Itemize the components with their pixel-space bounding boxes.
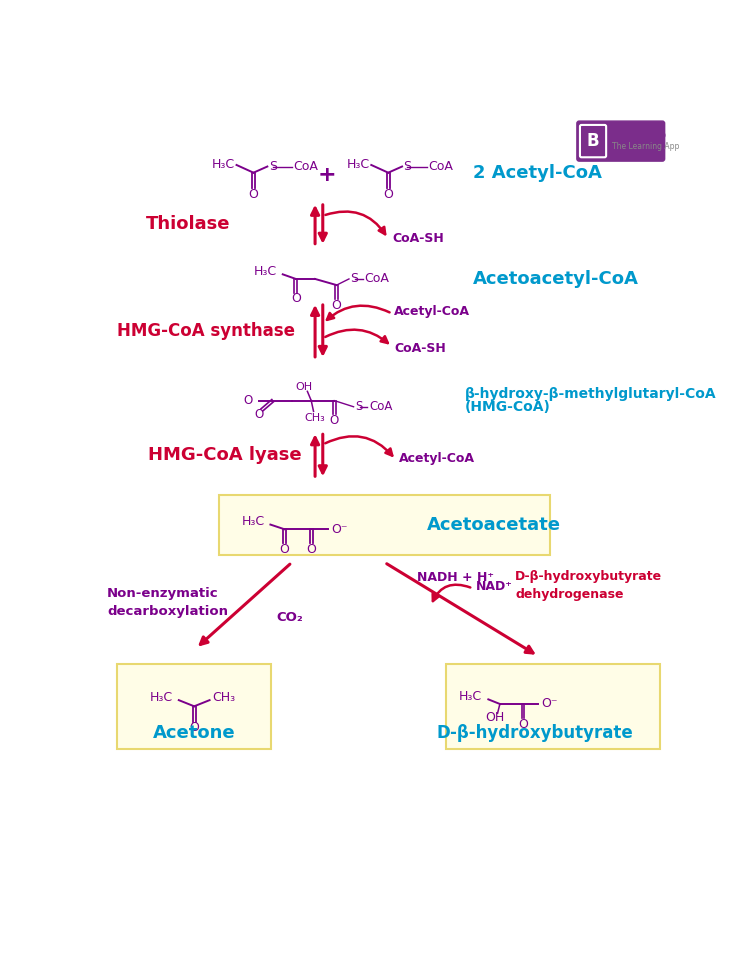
Text: H₃C: H₃C bbox=[254, 265, 277, 277]
Text: O: O bbox=[244, 394, 253, 407]
Text: O: O bbox=[332, 299, 341, 312]
Text: S: S bbox=[350, 273, 358, 285]
Text: O⁻: O⁻ bbox=[332, 523, 348, 535]
Text: B: B bbox=[586, 132, 599, 150]
Text: CoA: CoA bbox=[428, 160, 453, 173]
Text: CO₂: CO₂ bbox=[277, 612, 303, 624]
Text: NAD⁺: NAD⁺ bbox=[476, 580, 513, 593]
Text: S: S bbox=[404, 160, 412, 173]
Text: CoA-SH: CoA-SH bbox=[392, 232, 444, 244]
Text: CoA: CoA bbox=[364, 273, 389, 285]
Text: O: O bbox=[254, 408, 263, 421]
Text: Thiolase: Thiolase bbox=[146, 215, 230, 234]
Text: O: O bbox=[291, 292, 301, 306]
Text: HMG-CoA synthase: HMG-CoA synthase bbox=[117, 321, 296, 340]
Text: H₃C: H₃C bbox=[242, 515, 265, 528]
Text: CH₃: CH₃ bbox=[213, 691, 236, 703]
Text: CoA: CoA bbox=[293, 160, 319, 173]
Text: O: O bbox=[518, 717, 528, 731]
Text: D-β-hydroxybutyrate
dehydrogenase: D-β-hydroxybutyrate dehydrogenase bbox=[515, 570, 662, 601]
Text: 2 Acetyl-CoA: 2 Acetyl-CoA bbox=[473, 164, 602, 182]
Text: D-β-hydroxybutyrate: D-β-hydroxybutyrate bbox=[436, 724, 633, 743]
Text: β-hydroxy-β-methylglutaryl-CoA: β-hydroxy-β-methylglutaryl-CoA bbox=[465, 388, 717, 402]
Text: Acetyl-CoA: Acetyl-CoA bbox=[394, 305, 470, 318]
Text: Acetoacetate: Acetoacetate bbox=[427, 516, 561, 533]
FancyBboxPatch shape bbox=[446, 664, 660, 748]
Text: H₃C: H₃C bbox=[346, 158, 370, 172]
Text: CoA: CoA bbox=[369, 401, 392, 413]
FancyBboxPatch shape bbox=[580, 125, 606, 157]
Text: O: O bbox=[248, 188, 259, 200]
Text: HMG-CoA lyase: HMG-CoA lyase bbox=[148, 446, 302, 464]
Text: H₃C: H₃C bbox=[149, 691, 172, 703]
Text: O: O bbox=[330, 414, 339, 427]
FancyBboxPatch shape bbox=[219, 494, 550, 555]
Text: NADH + H⁺: NADH + H⁺ bbox=[418, 572, 494, 584]
Text: S: S bbox=[268, 160, 277, 173]
Text: (HMG-CoA): (HMG-CoA) bbox=[465, 400, 551, 414]
Text: +: + bbox=[317, 165, 336, 185]
Text: OH: OH bbox=[486, 711, 505, 724]
Text: CoA-SH: CoA-SH bbox=[394, 342, 446, 355]
Text: Non-enzymatic
decarboxylation: Non-enzymatic decarboxylation bbox=[107, 587, 228, 617]
Text: H₃C: H₃C bbox=[211, 158, 235, 172]
FancyBboxPatch shape bbox=[577, 121, 664, 161]
Text: O: O bbox=[189, 721, 199, 735]
Text: BYJU'S: BYJU'S bbox=[611, 127, 668, 142]
Text: O: O bbox=[383, 188, 393, 200]
Text: O: O bbox=[279, 542, 290, 556]
Text: CH₃: CH₃ bbox=[304, 412, 326, 422]
FancyBboxPatch shape bbox=[117, 664, 272, 748]
Text: O⁻: O⁻ bbox=[542, 698, 558, 710]
Text: Acetyl-CoA: Acetyl-CoA bbox=[399, 451, 475, 465]
Text: OH: OH bbox=[295, 382, 312, 392]
Text: The Learning App: The Learning App bbox=[611, 142, 679, 151]
Text: Acetoacetyl-CoA: Acetoacetyl-CoA bbox=[473, 270, 639, 288]
Text: S: S bbox=[355, 401, 362, 413]
Text: O: O bbox=[306, 542, 316, 556]
Text: Acetone: Acetone bbox=[153, 724, 236, 743]
Text: H₃C: H₃C bbox=[459, 690, 482, 702]
